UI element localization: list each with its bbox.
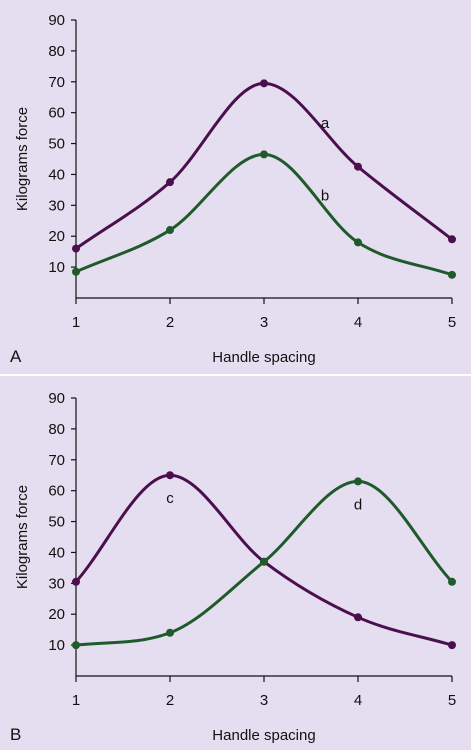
x-axis-title: Handle spacing bbox=[212, 727, 315, 744]
y-tick-label: 60 bbox=[48, 483, 65, 500]
chart-panel-a: 10 20 30 40 50 60 70 80 90 1 2 3 4 5 Kilograms force Ha… bbox=[10, 12, 456, 366]
data-point-b bbox=[166, 226, 174, 235]
y-tick-label: 90 bbox=[48, 390, 65, 407]
series-line-d bbox=[74, 479, 454, 647]
y-axis-title: Kilograms force bbox=[14, 107, 31, 211]
y-tick-label: 40 bbox=[48, 166, 65, 183]
y-tick-label: 30 bbox=[48, 197, 65, 214]
y-tick-label: 70 bbox=[48, 74, 65, 91]
y-tick-label: 50 bbox=[48, 136, 65, 153]
series-label-a: a bbox=[321, 115, 330, 132]
chart-a-svg: 10 20 30 40 50 60 70 80 90 1 2 3 4 5 Kilograms force Ha… bbox=[10, 12, 456, 366]
panel-letter: B bbox=[10, 725, 21, 744]
data-point-b bbox=[72, 267, 80, 276]
x-tick-label: 4 bbox=[354, 314, 362, 331]
x-tick-label: 5 bbox=[448, 692, 456, 709]
series-label-d: d bbox=[354, 496, 362, 513]
y-tick-label: 80 bbox=[48, 421, 65, 438]
data-point-c bbox=[72, 577, 80, 586]
series-line-a bbox=[74, 81, 454, 251]
data-point-b bbox=[260, 150, 268, 159]
data-point-c bbox=[354, 613, 362, 622]
data-point-d bbox=[166, 628, 174, 637]
y-tick-label: 20 bbox=[48, 606, 65, 623]
data-point-d bbox=[354, 477, 362, 486]
data-point-a bbox=[260, 79, 268, 88]
x-tick-label: 3 bbox=[260, 692, 268, 709]
series-line-c bbox=[74, 473, 454, 647]
data-point-b bbox=[354, 238, 362, 247]
data-point-d bbox=[72, 641, 80, 650]
x-tick-label: 1 bbox=[72, 314, 80, 331]
data-point-a bbox=[354, 162, 362, 171]
y-tick-label: 50 bbox=[48, 514, 65, 531]
x-tick-label: 1 bbox=[72, 692, 80, 709]
y-axis-title: Kilograms force bbox=[14, 485, 31, 589]
x-tick-label: 5 bbox=[448, 314, 456, 331]
y-tick-label: 70 bbox=[48, 452, 65, 469]
x-axis-title: Handle spacing bbox=[212, 349, 315, 366]
data-point-a bbox=[448, 235, 456, 244]
series-line-b bbox=[74, 152, 454, 277]
chart-b-svg: 10 20 30 40 50 60 70 80 90 1 2 3 4 5 Kilograms force Ha… bbox=[10, 390, 456, 744]
x-tick-label: 4 bbox=[354, 692, 362, 709]
chart-panel-b: 10 20 30 40 50 60 70 80 90 1 2 3 4 5 Kilograms force Ha… bbox=[0, 375, 471, 750]
data-point-b bbox=[448, 270, 456, 279]
data-point-a bbox=[166, 178, 174, 187]
y-tick-label: 30 bbox=[48, 575, 65, 592]
data-point-c bbox=[448, 641, 456, 650]
panel-divider bbox=[0, 374, 471, 376]
y-tick-label: 10 bbox=[48, 259, 65, 276]
y-tick-label: 90 bbox=[48, 12, 65, 29]
data-point-d bbox=[448, 577, 456, 586]
data-point-a bbox=[72, 244, 80, 253]
panel-letter: A bbox=[10, 347, 22, 366]
y-tick-label: 40 bbox=[48, 544, 65, 561]
y-tick-label: 60 bbox=[48, 105, 65, 122]
x-tick-label: 2 bbox=[166, 692, 174, 709]
x-tick-label: 2 bbox=[166, 314, 174, 331]
x-tick-label: 3 bbox=[260, 314, 268, 331]
y-tick-label: 10 bbox=[48, 637, 65, 654]
series-label-b: b bbox=[321, 188, 329, 205]
y-tick-label: 20 bbox=[48, 228, 65, 245]
data-point-d bbox=[260, 557, 268, 566]
series-label-c: c bbox=[166, 490, 174, 507]
data-point-c bbox=[166, 471, 174, 480]
y-tick-label: 80 bbox=[48, 43, 65, 60]
